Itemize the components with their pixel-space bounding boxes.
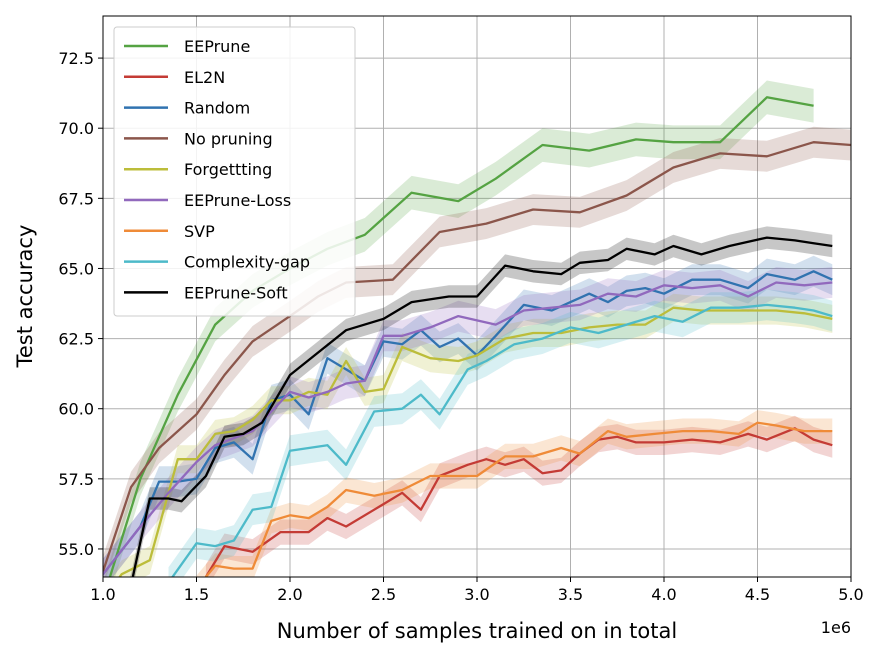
x-axis-label: Number of samples trained on in total (277, 619, 677, 643)
x-tick-label: 5.0 (838, 585, 863, 604)
y-tick-label: 67.5 (58, 189, 94, 208)
svp-band (196, 410, 833, 577)
x-tick-label: 4.0 (651, 585, 676, 604)
legend-label-eeprune-soft: EEPrune-Soft (184, 283, 288, 302)
x-tick-label: 1.5 (184, 585, 209, 604)
random-band (103, 255, 833, 577)
x-tick-label: 1.0 (90, 585, 115, 604)
no-pruning-band (103, 126, 851, 577)
y-tick-label: 70.0 (58, 119, 94, 138)
grid (102, 16, 852, 577)
legend-label-no-pruning: No pruning (184, 129, 273, 148)
forgettting-line (118, 306, 833, 577)
eeprune-soft-line (131, 236, 833, 577)
legend-label-svp: SVP (184, 222, 215, 241)
legend-label-el2n: EL2N (184, 68, 225, 87)
y-tick-label: 72.5 (58, 49, 94, 68)
no-pruning-line (103, 141, 851, 572)
complexity-gap-line (171, 303, 833, 577)
el2n-band (205, 415, 833, 577)
eeprune-loss-line (103, 281, 833, 575)
y-tick-label: 60.0 (58, 400, 94, 419)
legend-label-forgettting: Forgettting (184, 160, 272, 179)
x-tick-label: 3.5 (558, 585, 583, 604)
y-tick-label: 57.5 (58, 470, 94, 489)
x-tick-label: 3.0 (464, 585, 489, 604)
legend-box (113, 26, 356, 317)
x-tick-label: 2.0 (277, 585, 302, 604)
random-line (103, 270, 833, 575)
el2n-line (204, 427, 833, 577)
legend-label-random: Random (184, 99, 250, 118)
series-lines (103, 96, 851, 577)
eeprune-line (108, 96, 814, 577)
y-tick-label: 62.5 (58, 330, 94, 349)
eeprune-band (104, 80, 814, 577)
legend: EEPrune EL2N Random No pruning Forgettting EE… (113, 26, 356, 317)
x-offset-label: 1e6 (821, 618, 851, 637)
legend-label-eeprune: EEPrune (184, 37, 250, 56)
legend-label-complexity-gap: Complexity-gap (184, 253, 310, 272)
x-tick-label: 2.5 (371, 585, 396, 604)
y-axis-label: Test accuracy (13, 225, 37, 369)
x-axis: 1.0 1.5 2.0 2.5 3.0 3.5 4.0 4.5 5.0 (90, 577, 864, 604)
y-axis: 55.0 57.5 60.0 62.5 65.0 67.5 70.0 72.5 (58, 49, 103, 559)
svp-line (204, 421, 833, 577)
x-tick-label: 4.5 (745, 585, 770, 604)
legend-label-eeprune-loss: EEPrune-Loss (184, 191, 291, 210)
y-tick-label: 55.0 (58, 540, 94, 559)
y-tick-label: 65.0 (58, 259, 94, 278)
